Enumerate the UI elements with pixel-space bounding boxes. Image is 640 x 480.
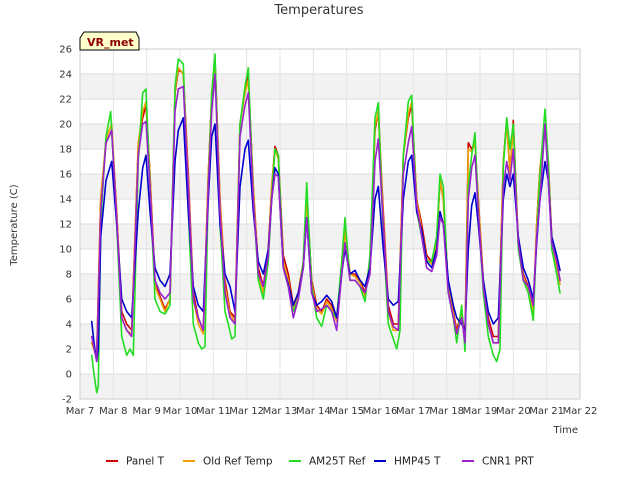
legend-label: Panel T <box>126 456 165 468</box>
plot-band <box>80 124 580 149</box>
x-tick-label: Mar 18 <box>429 406 464 417</box>
site-badge: VR_met <box>79 31 140 51</box>
series-layer <box>90 53 561 394</box>
plot-band <box>80 374 580 399</box>
y-tick-label: 20 <box>59 120 72 131</box>
plot-band <box>80 324 580 349</box>
y-tick-label: 0 <box>66 370 72 381</box>
x-tick-label: Mar 8 <box>99 406 127 417</box>
x-axis-title: Time <box>553 425 578 436</box>
legend-item: Panel T <box>106 456 165 468</box>
x-tick-label: Mar 19 <box>463 406 498 417</box>
x-tick-label: Mar 15 <box>329 406 364 417</box>
plot-band <box>80 74 580 99</box>
y-axis-title: Temperature (C) <box>9 184 20 266</box>
x-tick-label: Mar 12 <box>229 406 264 417</box>
legend-item: Old Ref Temp <box>183 456 273 468</box>
plot-band <box>80 224 580 249</box>
x-tick-label: Mar 11 <box>196 406 231 417</box>
site-badge-label: VR_met <box>87 36 134 49</box>
y-tick-label: 24 <box>59 70 72 81</box>
y-tick-label: 16 <box>59 170 72 181</box>
x-tick-label: Mar 7 <box>66 406 94 417</box>
legend-label: HMP45 T <box>394 456 441 468</box>
y-tick-label: 18 <box>59 145 72 156</box>
x-tick-label: Mar 17 <box>396 406 431 417</box>
x-tick-label: Mar 13 <box>263 406 298 417</box>
legend-label: Old Ref Temp <box>203 456 273 468</box>
x-tick-label: Mar 16 <box>363 406 398 417</box>
y-tick-label: 10 <box>59 245 72 256</box>
site-badge-box <box>79 31 140 51</box>
y-tick-label: 2 <box>66 345 72 356</box>
legend-label: AM25T Ref <box>309 456 366 468</box>
legend-item: AM25T Ref <box>289 456 366 468</box>
y-tick-label: 12 <box>59 220 72 231</box>
y-tick-label: 26 <box>59 45 72 56</box>
y-tick-label: 14 <box>59 195 72 206</box>
plot-band <box>80 174 580 199</box>
x-tick-label: Mar 14 <box>296 406 331 417</box>
legend-item: HMP45 T <box>374 456 441 468</box>
legend-label: CNR1 PRT <box>482 456 534 468</box>
x-tick-label: Mar 20 <box>496 406 531 417</box>
y-tick-label: -2 <box>62 395 72 406</box>
plot-band <box>80 274 580 299</box>
x-tick-label: Mar 22 <box>563 406 598 417</box>
x-tick-label: Mar 21 <box>529 406 564 417</box>
chart-title: Temperatures <box>273 3 363 18</box>
series-line-hmp45-t <box>90 117 561 363</box>
x-tick-label: Mar 10 <box>163 406 198 417</box>
y-tick-label: 8 <box>66 270 72 281</box>
legend-item: CNR1 PRT <box>462 456 534 468</box>
legend: Panel T Old Ref Temp AM25T Ref HMP45 T CNR1 … <box>106 456 534 468</box>
y-tick-label: 22 <box>59 95 72 106</box>
y-tick-label: 4 <box>66 320 72 331</box>
plot-frame <box>79 48 581 400</box>
y-tick-label: 6 <box>66 295 72 306</box>
series-line-cnr1-prt <box>90 73 561 363</box>
x-tick-label: Mar 9 <box>132 406 160 417</box>
